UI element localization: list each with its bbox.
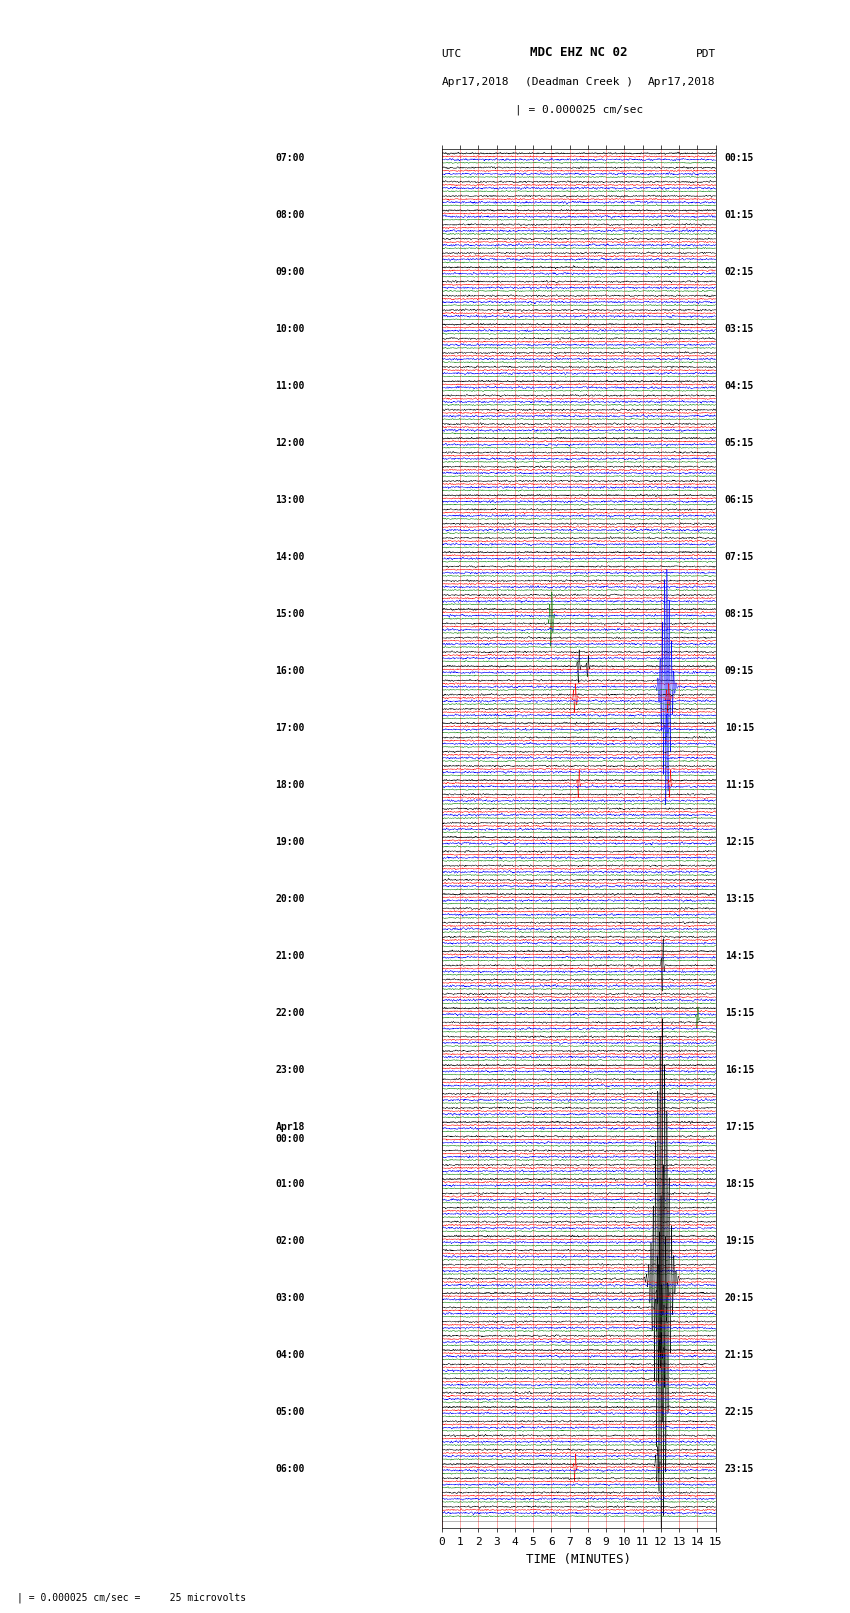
Text: 13:15: 13:15 [725, 894, 754, 905]
Text: 03:15: 03:15 [725, 324, 754, 334]
Text: 02:15: 02:15 [725, 268, 754, 277]
Text: 07:15: 07:15 [725, 552, 754, 563]
Text: 23:15: 23:15 [725, 1465, 754, 1474]
Text: (Deadman Creek ): (Deadman Creek ) [524, 77, 632, 87]
Text: 09:00: 09:00 [275, 268, 305, 277]
Text: 20:15: 20:15 [725, 1294, 754, 1303]
Text: 18:15: 18:15 [725, 1179, 754, 1189]
X-axis label: TIME (MINUTES): TIME (MINUTES) [526, 1553, 632, 1566]
Text: 02:00: 02:00 [275, 1236, 305, 1247]
Text: UTC: UTC [442, 50, 462, 60]
Text: 17:15: 17:15 [725, 1123, 754, 1132]
Text: 19:00: 19:00 [275, 837, 305, 847]
Text: 12:00: 12:00 [275, 439, 305, 448]
Text: | = 0.000025 cm/sec =     25 microvolts: | = 0.000025 cm/sec = 25 microvolts [17, 1592, 246, 1603]
Text: 23:00: 23:00 [275, 1065, 305, 1076]
Text: 16:00: 16:00 [275, 666, 305, 676]
Text: 04:15: 04:15 [725, 381, 754, 392]
Text: 16:15: 16:15 [725, 1065, 754, 1076]
Text: 14:00: 14:00 [275, 552, 305, 563]
Text: 22:15: 22:15 [725, 1407, 754, 1418]
Text: 14:15: 14:15 [725, 952, 754, 961]
Text: 10:15: 10:15 [725, 723, 754, 734]
Text: 08:00: 08:00 [275, 210, 305, 221]
Text: 21:00: 21:00 [275, 952, 305, 961]
Text: 10:00: 10:00 [275, 324, 305, 334]
Text: 05:00: 05:00 [275, 1407, 305, 1418]
Text: 15:00: 15:00 [275, 610, 305, 619]
Text: | = 0.000025 cm/sec: | = 0.000025 cm/sec [514, 105, 643, 115]
Text: 19:15: 19:15 [725, 1236, 754, 1247]
Text: 03:00: 03:00 [275, 1294, 305, 1303]
Text: 17:00: 17:00 [275, 723, 305, 734]
Text: 22:00: 22:00 [275, 1008, 305, 1018]
Text: 05:15: 05:15 [725, 439, 754, 448]
Text: 15:15: 15:15 [725, 1008, 754, 1018]
Text: 01:00: 01:00 [275, 1179, 305, 1189]
Text: 13:00: 13:00 [275, 495, 305, 505]
Text: 06:15: 06:15 [725, 495, 754, 505]
Text: 00:15: 00:15 [725, 153, 754, 163]
Text: 06:00: 06:00 [275, 1465, 305, 1474]
Text: 11:15: 11:15 [725, 781, 754, 790]
Text: 12:15: 12:15 [725, 837, 754, 847]
Text: Apr17,2018: Apr17,2018 [649, 77, 716, 87]
Text: 01:15: 01:15 [725, 210, 754, 221]
Text: 18:00: 18:00 [275, 781, 305, 790]
Text: 07:00: 07:00 [275, 153, 305, 163]
Text: MDC EHZ NC 02: MDC EHZ NC 02 [530, 47, 627, 60]
Text: Apr18
00:00: Apr18 00:00 [275, 1123, 305, 1144]
Text: 04:00: 04:00 [275, 1350, 305, 1360]
Text: 09:15: 09:15 [725, 666, 754, 676]
Text: 21:15: 21:15 [725, 1350, 754, 1360]
Text: PDT: PDT [695, 50, 716, 60]
Text: 08:15: 08:15 [725, 610, 754, 619]
Text: 11:00: 11:00 [275, 381, 305, 392]
Text: 20:00: 20:00 [275, 894, 305, 905]
Text: Apr17,2018: Apr17,2018 [442, 77, 509, 87]
